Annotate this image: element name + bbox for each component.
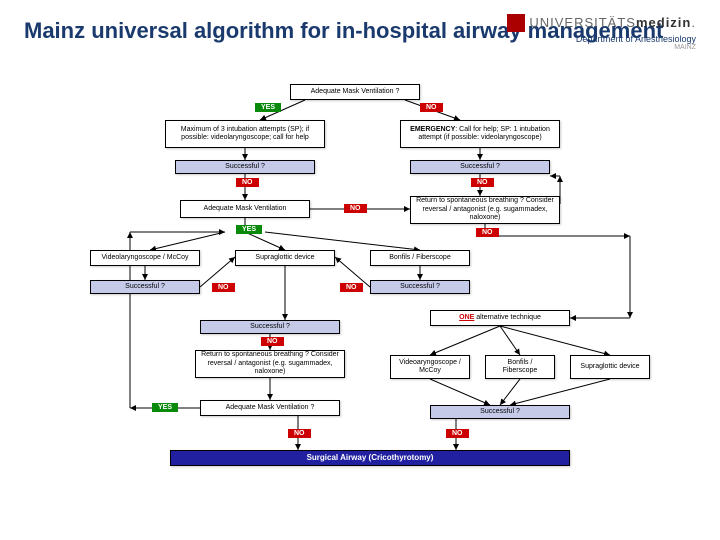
flow-node-n12: Successful ? — [370, 280, 470, 294]
flow-tag-t8: NO — [212, 283, 235, 292]
logo-block: UNIVERSITÄTSmedizin. Department of Anest… — [507, 14, 696, 51]
flow-node-n18: Supraglottic device — [570, 355, 650, 379]
flow-node-n9: Supraglottic device — [235, 250, 335, 266]
flow-tag-t10: NO — [261, 337, 284, 346]
flow-tag-t1: YES — [255, 103, 281, 112]
flow-node-n11: Successful ? — [90, 280, 200, 294]
flow-tag-t4: NO — [471, 178, 494, 187]
flow-node-n20: Successful ? — [430, 405, 570, 419]
flow-tag-t5: NO — [344, 204, 367, 213]
flow-tag-t9: NO — [340, 283, 363, 292]
flow-node-n6: Adequate Mask Ventilation — [180, 200, 310, 218]
logo-icon — [507, 14, 525, 32]
flow-node-n3: EMERGENCY: Call for help; SP: 1 intubati… — [400, 120, 560, 148]
flow-node-n15: Return to spontaneous breathing ? Consid… — [195, 350, 345, 378]
flow-node-n1: Adequate Mask Ventilation ? — [290, 84, 420, 100]
flow-tag-t6: YES — [236, 225, 262, 234]
flow-node-n2: Maximum of 3 intubation attempts (SP); i… — [165, 120, 325, 148]
flow-tag-t11: YES — [152, 403, 178, 412]
flow-node-n4: Successful ? — [175, 160, 315, 174]
department-label: Department of Anesthesiology — [507, 34, 696, 44]
flow-node-n21: Surgical Airway (Cricothyrotomy) — [170, 450, 570, 466]
flow-tag-t7: NO — [476, 228, 499, 237]
flow-node-n7: Return to spontaneous breathing ? Consid… — [410, 196, 560, 224]
logo-school: MAINZ — [507, 44, 696, 51]
flow-tag-t12: NO — [288, 429, 311, 438]
flow-node-n17: Bonfils / Fiberscope — [485, 355, 555, 379]
flow-tag-t2: NO — [420, 103, 443, 112]
logo-text: UNIVERSITÄTSmedizin. — [529, 15, 696, 30]
flow-node-n10: Bonfils / Fiberscope — [370, 250, 470, 266]
flow-tag-t13: NO — [446, 429, 469, 438]
flow-node-n8: Videolaryngoscope / McCoy — [90, 250, 200, 266]
flow-node-n19: Adequate Mask Ventilation ? — [200, 400, 340, 416]
flow-node-n13: Successful ? — [200, 320, 340, 334]
flow-node-n14: ONE alternative technique — [430, 310, 570, 326]
flow-node-n5: Successful ? — [410, 160, 550, 174]
flow-tag-t3: NO — [236, 178, 259, 187]
flow-node-n16: Videoaryngoscope / McCoy — [390, 355, 470, 379]
flow-arrows — [0, 80, 720, 540]
